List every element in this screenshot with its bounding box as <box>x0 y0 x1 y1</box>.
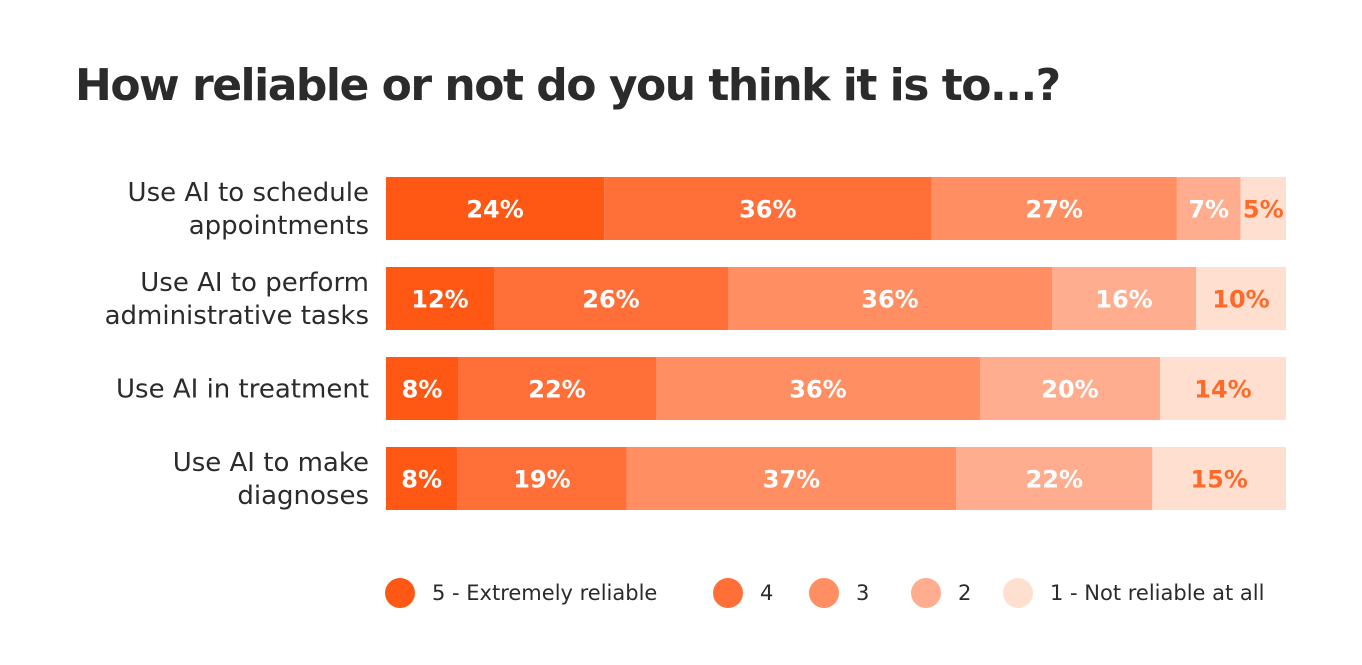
bar-segment <box>494 267 728 330</box>
data-label: 20% <box>1041 376 1098 404</box>
bar-segment <box>1052 267 1196 330</box>
bar-segment <box>656 357 980 420</box>
data-label: 22% <box>528 376 585 404</box>
data-label: 27% <box>1025 196 1082 224</box>
data-label: 7% <box>1188 196 1229 224</box>
legend-swatch <box>385 578 415 608</box>
bar-segment <box>1160 357 1286 420</box>
bar-segment <box>386 357 458 420</box>
bar-segment <box>1196 267 1286 330</box>
data-label: 8% <box>402 376 443 404</box>
bar-segment <box>931 177 1177 240</box>
data-label: 14% <box>1194 376 1251 404</box>
legend-label: 1 - Not reliable at all <box>1050 581 1264 605</box>
legend: 5 - Extremely reliable 4 3 2 1 - Not reliabl… <box>385 578 1264 608</box>
category-label: Use AI in treatment <box>116 375 369 405</box>
data-label: 36% <box>861 286 918 314</box>
bar-segment <box>956 447 1153 510</box>
bars-group: 24% 36% 27% 7% 5% 12% 26% 36% 16% 10% 8% 22% 36% 20% 1… <box>386 177 1286 510</box>
bar-segment <box>386 447 458 510</box>
legend-swatch <box>1003 578 1033 608</box>
bar-segment <box>604 177 932 240</box>
legend-swatch <box>911 578 941 608</box>
data-label: 19% <box>513 466 570 494</box>
data-label: 8% <box>401 466 442 494</box>
bar-segment <box>457 447 627 510</box>
data-label: 37% <box>763 466 820 494</box>
data-label: 5% <box>1243 196 1284 224</box>
bar-segment <box>1240 177 1286 240</box>
legend-label: 2 <box>958 581 971 605</box>
legend-swatch <box>809 578 839 608</box>
bar-segment <box>458 357 656 420</box>
legend-swatch <box>713 578 743 608</box>
category-label: diagnoses <box>237 481 369 511</box>
legend-label: 5 - Extremely reliable <box>432 581 657 605</box>
category-label: appointments <box>189 211 369 241</box>
bar-segment <box>728 267 1052 330</box>
data-label: 16% <box>1095 286 1152 314</box>
data-label: 36% <box>739 196 796 224</box>
bar-segment <box>980 357 1160 420</box>
bar-segment <box>1176 177 1241 240</box>
data-label: 22% <box>1026 466 1083 494</box>
category-label: administrative tasks <box>105 301 369 331</box>
bar-segment <box>386 177 605 240</box>
data-label: 36% <box>789 376 846 404</box>
bar-segment <box>626 447 957 510</box>
data-label: 10% <box>1212 286 1269 314</box>
legend-label: 4 <box>760 581 773 605</box>
data-label: 12% <box>411 286 468 314</box>
data-label: 15% <box>1190 466 1247 494</box>
chart-title: How reliable or not do you think it is t… <box>75 60 1061 111</box>
category-label: Use AI to perform <box>140 268 369 298</box>
legend-label: 3 <box>856 581 869 605</box>
bar-segment <box>1152 447 1286 510</box>
bar-segment <box>386 267 494 330</box>
data-label: 26% <box>582 286 639 314</box>
data-label: 24% <box>466 196 523 224</box>
category-label: Use AI to schedule <box>128 178 369 208</box>
category-label: Use AI to make <box>173 448 369 478</box>
